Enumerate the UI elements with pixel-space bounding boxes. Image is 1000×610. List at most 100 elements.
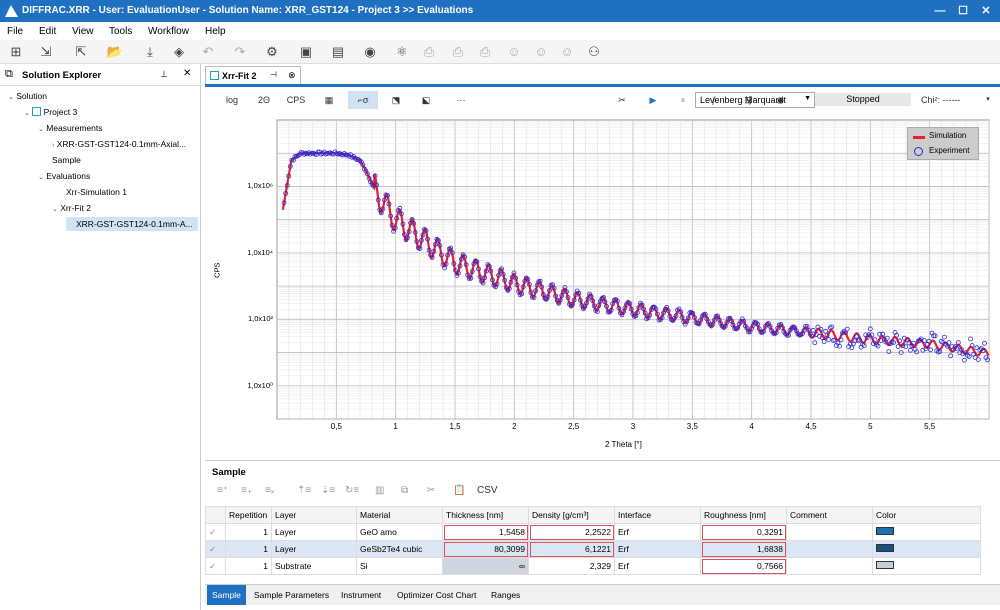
tree-item-measurement-file[interactable]: › XRR-GST-GST124-0.1mm-Axial... (52, 139, 187, 149)
experiment-point (405, 235, 410, 241)
table-icon[interactable]: ▤ (331, 44, 345, 59)
printer-icon[interactable]: ⎙ (479, 44, 491, 59)
table-row[interactable]: ✓ 1 Layer GeO amo 1,5458 2,2522 Erf 0,32… (205, 523, 981, 541)
window-icon[interactable]: ▣ (299, 44, 313, 59)
tree-item-project[interactable]: ⌄ Project 3 (24, 107, 78, 117)
menu-view[interactable]: View (72, 26, 94, 37)
menu-tools[interactable]: Tools (109, 26, 133, 37)
col-comment[interactable]: Comment (786, 506, 873, 524)
color-swatch[interactable] (876, 544, 894, 552)
col-interface[interactable]: Interface (614, 506, 701, 524)
tab-instrument[interactable]: Instrument (341, 590, 382, 600)
insert-layer-icon[interactable]: ≡₊ (241, 485, 253, 496)
experiment-point (673, 313, 679, 319)
print-preview-icon[interactable]: ⎙ (452, 44, 464, 59)
function-icon[interactable]: ƒ (711, 95, 717, 105)
pin-tab-icon[interactable]: ⊣ (270, 70, 277, 79)
toolbar-overflow-icon[interactable]: ▾ (986, 96, 990, 103)
user-icon[interactable]: ☺ (507, 44, 521, 59)
tab-ranges[interactable]: Ranges (491, 590, 521, 600)
tree-item-measurements[interactable]: ⌄ Measurements (38, 123, 103, 133)
minimize-icon[interactable]: — (934, 5, 946, 17)
cps-button[interactable]: CPS (286, 95, 306, 105)
close-panel-icon[interactable]: ✕ (183, 68, 192, 79)
eraser-icon[interactable]: ◈ (174, 44, 184, 59)
view-options-icon[interactable]: ◉ (776, 95, 784, 105)
gear-icon[interactable]: ⚙ (266, 44, 278, 59)
undo-icon[interactable]: ↶ (202, 44, 214, 59)
tree-item-simulation[interactable]: Xrr-Simulation 1 (66, 187, 127, 197)
row-checkbox[interactable]: ✓ (205, 557, 226, 575)
tab-optimizer-cost-chart[interactable]: Optimizer Cost Chart (397, 590, 477, 600)
col-color[interactable]: Color (872, 506, 981, 524)
tree-item-sample[interactable]: Sample (52, 155, 81, 165)
user-settings-icon[interactable]: ⚇ (588, 44, 600, 59)
eye-icon[interactable]: ◉ (364, 44, 376, 59)
experiment-point (409, 217, 415, 222)
close-tab-icon[interactable]: ⊗ (288, 70, 296, 80)
experiment-point (352, 155, 358, 161)
color-swatch[interactable] (876, 561, 894, 569)
cut-icon[interactable]: ✂ (427, 485, 436, 496)
peak-icon[interactable]: ⋯ (456, 95, 466, 105)
zoom-in-icon[interactable]: ⬔ (391, 95, 401, 105)
experiment-point (857, 337, 862, 343)
row-checkbox[interactable]: ✓ (205, 540, 226, 558)
col-layer[interactable]: Layer (271, 506, 357, 524)
experiment-point (401, 232, 407, 237)
log-button[interactable]: log (225, 95, 238, 105)
menu-file[interactable]: File (7, 26, 24, 37)
zoom-out-icon[interactable]: ⬕ (421, 95, 431, 105)
col-roughness[interactable]: Roughness [nm] (700, 506, 787, 524)
arrows-icon[interactable]: ⇶ (744, 95, 752, 105)
add-layer-icon[interactable]: ≡⁺ (217, 485, 229, 496)
remove-layer-icon[interactable]: ≡ₓ (265, 485, 275, 496)
table-row[interactable]: ✓ 1 Layer GeSb2Te4 cubic 80,3099 6,1221 … (205, 540, 981, 558)
row-checkbox[interactable]: ✓ (205, 523, 226, 541)
cursor-icon[interactable]: ⌐σ (348, 91, 378, 109)
tree-item-solution[interactable]: ⌄ Solution (8, 91, 47, 101)
col-density[interactable]: Density [g/cm³] (528, 506, 615, 524)
save-icon[interactable]: ⤓ (147, 44, 153, 59)
col-thickness[interactable]: Thickness [nm] (442, 506, 529, 524)
pause-icon[interactable]: ⏸ (680, 95, 686, 105)
tree-item-evaluations[interactable]: ⌄ Evaluations (38, 171, 91, 181)
print-icon[interactable]: ⎙ (423, 44, 435, 59)
duplicate-icon[interactable]: ▥ (375, 485, 385, 496)
col-repetition[interactable]: Repetition (225, 506, 272, 524)
redo-icon[interactable]: ↷ (234, 44, 246, 59)
grid-icon[interactable]: ▦ (324, 95, 334, 105)
copy-icon[interactable]: ⧉ (401, 485, 409, 496)
col-material[interactable]: Material (356, 506, 443, 524)
tab-sample[interactable]: Sample (207, 585, 246, 605)
menu-edit[interactable]: Edit (39, 26, 57, 37)
repeat-icon[interactable]: ↻≡ (345, 485, 360, 496)
optimizer-select[interactable]: Levenberg Marquardt ▼ (695, 92, 815, 108)
paste-icon[interactable]: 📋 (453, 485, 466, 496)
tree-item-fit-measurement[interactable]: XRR-GST-GST124-0.1mm-A... (66, 217, 198, 231)
user-add-icon[interactable]: ☺ (534, 44, 548, 59)
user-remove-icon[interactable]: ☺ (560, 44, 574, 59)
export-icon[interactable]: ⇱ (75, 44, 87, 59)
pin-icon[interactable]: ⊥ (160, 69, 168, 79)
mol-icon[interactable]: ⚛ (396, 44, 408, 59)
color-swatch[interactable] (876, 527, 894, 535)
csv-icon[interactable]: CSV (477, 485, 498, 496)
play-icon[interactable]: ▶ (649, 95, 657, 105)
tab-sample-parameters[interactable]: Sample Parameters (254, 590, 330, 600)
move-down-icon[interactable]: ⇣≡ (321, 485, 336, 496)
tree-item-fit[interactable]: ⌄ Xrr-Fit 2 (52, 203, 91, 213)
new-icon[interactable]: ⊞ (10, 44, 22, 59)
close-icon[interactable]: ✕ (981, 5, 991, 17)
maximize-icon[interactable]: ☐ (958, 5, 968, 17)
move-up-icon[interactable]: ⇡≡ (297, 485, 312, 496)
open-icon[interactable]: 📂 (106, 44, 124, 59)
menu-help[interactable]: Help (205, 26, 226, 37)
table-row[interactable]: ✓ 1 Substrate Si ∞ 2,329 Erf 0,7566 (205, 557, 981, 575)
import-icon[interactable]: ⇲ (40, 44, 52, 59)
twotheta-button[interactable]: 2Θ (257, 95, 270, 105)
tab-xrr-fit[interactable]: Xrr-Fit 2 ⊣ ⊗ (205, 66, 301, 84)
tools-icon[interactable]: ✂ (618, 95, 626, 105)
menu-workflow[interactable]: Workflow (148, 26, 189, 37)
experiment-point (508, 279, 514, 285)
